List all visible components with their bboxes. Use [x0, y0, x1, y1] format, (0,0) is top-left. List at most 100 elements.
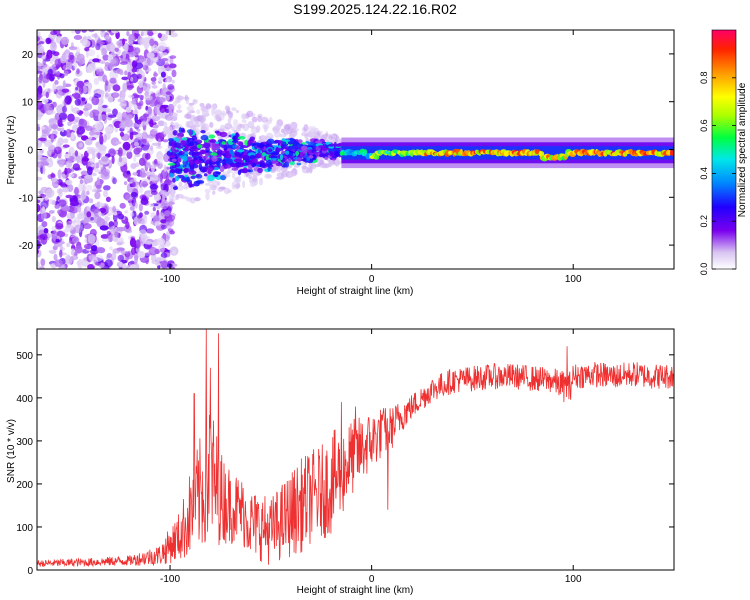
heatmap-cell: [62, 64, 69, 70]
heatmap-cell: [37, 70, 43, 74]
heatmap-cell: [178, 127, 183, 133]
heatmap-cell: [86, 190, 90, 196]
heatmap-cell: [231, 107, 237, 112]
heatmap-cell: [311, 147, 315, 154]
heatmap-cell: [231, 181, 236, 190]
heatmap-cell: [76, 53, 85, 62]
heatmap-cell: [243, 150, 247, 157]
heatmap-cell: [274, 123, 282, 131]
heatmap-cell: [65, 160, 73, 169]
y-tick-label: 100: [16, 523, 33, 534]
heatmap-cell: [84, 174, 93, 179]
heatmap-cell: [130, 191, 138, 198]
y-tick-label: -20: [19, 241, 34, 252]
heatmap-cell: [141, 180, 148, 188]
heatmap-cell: [181, 137, 188, 141]
heatmap-cell: [125, 194, 134, 202]
colorbar-gradient: [711, 29, 737, 270]
heatmap-cell: [207, 167, 213, 172]
heatmap-cell: [329, 150, 333, 156]
heatmap-cell: [229, 149, 234, 155]
heatmap-cell: [196, 180, 205, 184]
heatmap-cell: [257, 167, 263, 174]
heatmap-cell: [155, 260, 160, 266]
heatmap-cell: [81, 190, 86, 200]
heatmap-cell: [147, 30, 153, 35]
heatmap-cell: [319, 159, 325, 165]
heatmap-cell: [159, 52, 164, 58]
heatmap-cell: [159, 104, 166, 114]
heatmap-cell: [74, 98, 82, 106]
heatmap-cell: [305, 157, 311, 161]
heatmap-cell: [132, 172, 138, 176]
heatmap-cell: [54, 146, 62, 155]
heatmap-cell: [169, 172, 175, 178]
heatmap-cell: [275, 140, 283, 144]
heatmap-cell: [99, 225, 109, 231]
heatmap-cell: [135, 239, 141, 249]
heatmap-cell: [134, 254, 139, 264]
heatmap-cell: [251, 146, 255, 150]
heatmap-cell: [37, 261, 40, 269]
heatmap-cell: [174, 175, 180, 182]
heatmap-cell: [300, 145, 308, 151]
heatmap-cell: [67, 121, 72, 127]
heatmap-cell: [198, 115, 207, 123]
heatmap-cell: [89, 130, 95, 136]
heatmap-cell: [59, 73, 65, 79]
heatmap-cell: [171, 158, 177, 162]
heatmap-cell: [42, 64, 50, 71]
heatmap-cell: [96, 246, 102, 254]
heatmap-cell: [56, 230, 66, 238]
heatmap-cell: [126, 30, 130, 37]
heatmap-cell: [62, 105, 67, 113]
heatmap-cell: [236, 124, 242, 130]
heatmap-cell: [203, 123, 210, 132]
heatmap-cell: [134, 137, 144, 141]
heatmap-cell: [106, 84, 111, 93]
heatmap-cell: [50, 30, 58, 36]
heatmap-cell: [47, 157, 53, 161]
heatmap-cell: [220, 175, 227, 181]
heatmap-cell: [50, 173, 56, 178]
heatmap-cell: [37, 203, 41, 213]
heatmap-cell: [166, 30, 176, 33]
heatmap-cell: [86, 49, 96, 57]
heatmap-cell: [68, 52, 74, 61]
heatmap-cell: [104, 126, 114, 134]
heatmap-cell: [76, 80, 85, 88]
heatmap-cell: [48, 73, 55, 82]
heatmap-cell: [136, 214, 142, 219]
y-tick-label: 300: [16, 437, 33, 448]
heatmap-cell: [168, 189, 173, 194]
heatmap-cell: [112, 108, 118, 116]
heatmap-cell: [61, 36, 69, 46]
heatmap-cell: [100, 60, 106, 64]
heatmap-cell: [81, 97, 86, 102]
heatmap-cell: [132, 110, 139, 115]
heatmap-cell: [146, 52, 155, 59]
heatmap-cell: [166, 95, 170, 101]
heatmap-cell: [37, 176, 43, 181]
x-tick-label: 100: [565, 574, 582, 585]
heatmap-cell: [194, 152, 200, 157]
heatmap-cell: [164, 210, 171, 217]
heatmap-cell: [288, 137, 295, 143]
heatmap-cell: [126, 170, 131, 175]
heatmap-cell: [121, 111, 128, 121]
heatmap-cell: [39, 266, 45, 269]
heatmap-cell: [205, 103, 212, 110]
heatmap-cell: [223, 144, 228, 151]
heatmap-cell: [138, 203, 143, 212]
x-tick-label: 0: [369, 574, 375, 585]
heatmap-cell: [172, 100, 177, 107]
heatmap-cell: [241, 144, 249, 149]
heatmap-cell: [260, 141, 269, 145]
heatmap-cell: [276, 172, 284, 178]
heatmap-cell: [162, 139, 169, 143]
heatmap-cell: [51, 215, 56, 223]
heatmap-cell: [95, 152, 102, 159]
heatmap-cell: [136, 119, 142, 125]
heatmap-cell: [189, 164, 194, 169]
heatmap-cell: [187, 137, 195, 144]
